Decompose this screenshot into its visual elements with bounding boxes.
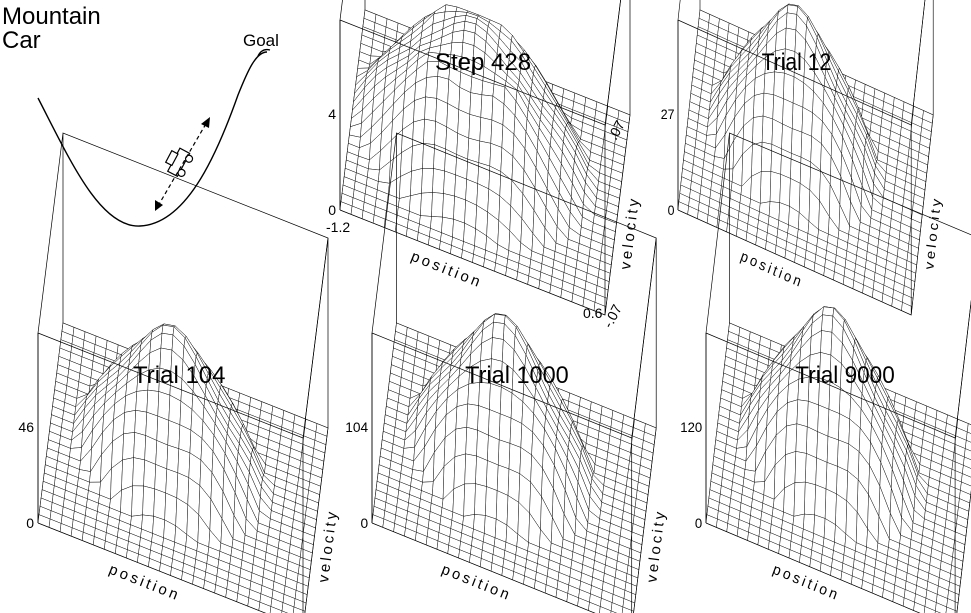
y-axis-label: velocity [644, 508, 669, 583]
z-max-tick: 120 [680, 419, 702, 434]
surface-mesh [371, 313, 657, 613]
illustration-title-line-2: Car [2, 27, 41, 54]
surface-mesh [677, 3, 934, 316]
z-min-tick: 0 [695, 516, 703, 531]
motion-arrow-line [157, 121, 208, 207]
z-max-tick: 104 [345, 419, 368, 435]
mountain-car-illustration: Mountain Car Goal [2, 3, 279, 227]
box-front-edges [339, 0, 631, 316]
z-max-tick: 46 [18, 419, 34, 435]
z-min-tick: 0 [328, 202, 336, 218]
x-min-tick: -1.2 [326, 219, 350, 235]
box-front-edges [37, 237, 329, 613]
z-min-tick: 0 [668, 202, 675, 218]
panel-title: Step 428 [435, 49, 531, 76]
surface-mesh [705, 306, 971, 613]
panel-title: Trial 104 [133, 362, 225, 389]
box-front-edges [705, 299, 971, 613]
box-front-edges [371, 237, 657, 613]
goal-marker [257, 48, 271, 57]
z-max-tick: 27 [661, 106, 675, 122]
surface-mesh [339, 4, 631, 316]
y-axis-label: velocity [921, 195, 944, 270]
y-axis-label: velocity [617, 195, 643, 271]
surface-mesh [37, 322, 329, 613]
z-min-tick: 0 [360, 515, 368, 531]
y-axis-label: velocity [315, 508, 341, 584]
car-icon [164, 147, 194, 178]
x-max-tick: 0.6 [583, 305, 603, 321]
panel-title: Trial 9000 [795, 361, 894, 388]
arrow-head-up-icon [201, 117, 210, 128]
panel-title: Trial 1000 [465, 362, 569, 389]
illustration-title-line-1: Mountain [2, 3, 101, 30]
mountain-curve [37, 51, 268, 227]
z-min-tick: 0 [26, 515, 34, 531]
panel-title: Trial 12 [762, 49, 832, 76]
goal-label: Goal [243, 31, 279, 50]
z-max-tick: 4 [328, 106, 336, 122]
box-front-edges [677, 0, 934, 316]
arrow-head-down-icon [155, 200, 163, 211]
